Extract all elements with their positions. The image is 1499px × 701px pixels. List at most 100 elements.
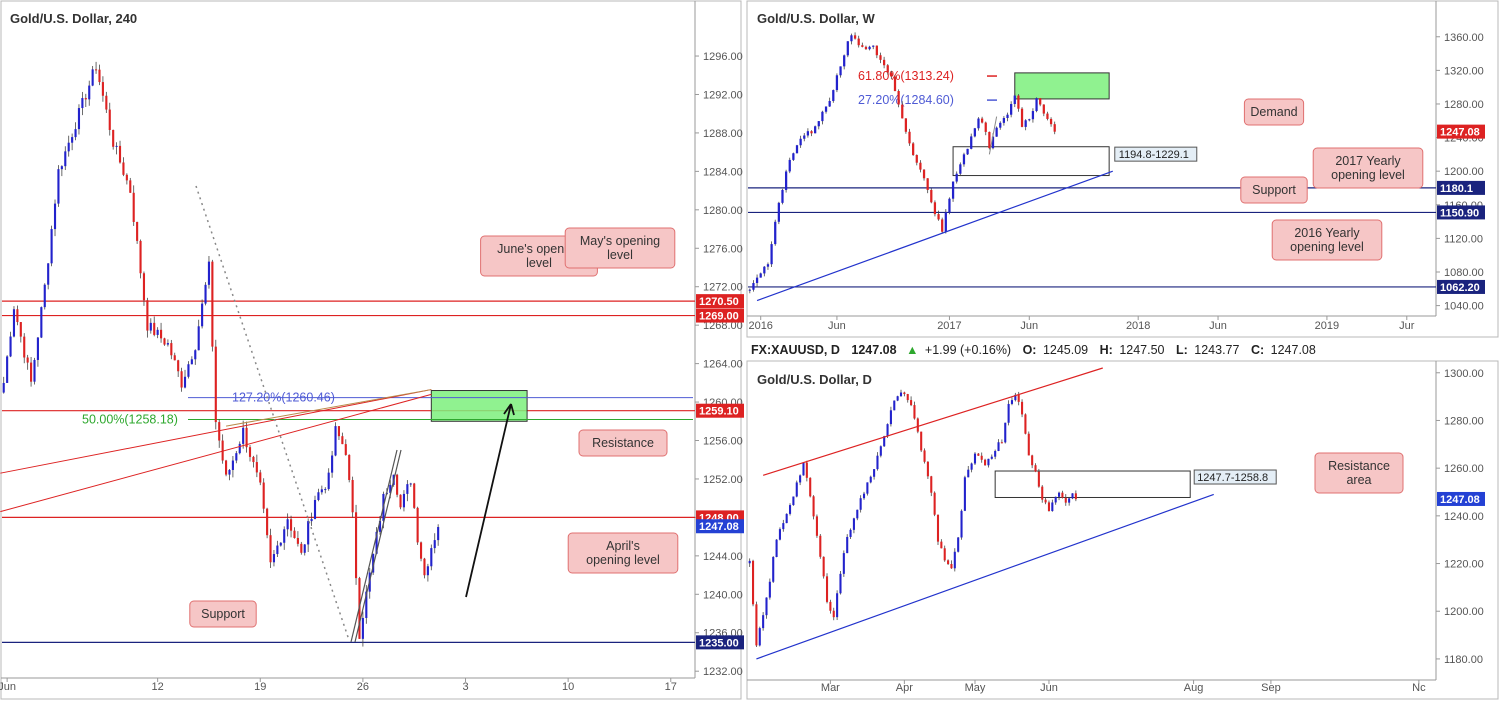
h4-candle (36, 337, 39, 360)
weekly-candle (806, 131, 810, 136)
h4-candle (64, 151, 67, 167)
h4-candle (307, 521, 310, 545)
weekly-level-label: 1150.90 (1440, 207, 1479, 219)
weekly-chart[interactable]: 1040.001080.001120.001160.001200.001240.… (748, 32, 1485, 332)
h4-candle (300, 543, 303, 553)
weekly-candle (872, 45, 875, 47)
weekly-candle (835, 75, 839, 91)
h4-candle (310, 518, 313, 522)
weekly-fib-label: 27.20%(1284.60) (858, 93, 954, 107)
daily-candle (973, 453, 977, 464)
daily-candle (916, 418, 919, 432)
daily-candle (788, 505, 792, 514)
daily-candle (1074, 493, 1077, 500)
weekly-demand-label: 1194.8-1229.1 (1119, 149, 1189, 161)
daily-candle (947, 560, 950, 565)
h4-current-price-badge (696, 519, 744, 534)
weekly-candle (999, 122, 1002, 128)
weekly-candle (944, 212, 947, 232)
daily-candle (772, 556, 775, 582)
daily-candle (1021, 401, 1024, 415)
h4-candle (153, 322, 156, 335)
h4-panel-frame (0, 0, 742, 700)
h4-candle (289, 519, 293, 531)
h4-candle (225, 460, 228, 475)
h4-level-badge (696, 403, 744, 418)
h4-x-tick-label: 17 (665, 681, 677, 693)
daily-candle (1017, 394, 1020, 402)
h4-candle (416, 507, 419, 543)
h4-candle (259, 472, 262, 483)
h4-candle (324, 489, 327, 491)
h4-y-tick-label: 1244.00 (703, 551, 743, 563)
weekly-x-tick-label: 2016 (748, 320, 772, 332)
h4-candle (378, 520, 382, 532)
daily-resistance-trendline (762, 367, 1103, 476)
h4-trendline-brown (225, 389, 432, 427)
h4-candle (348, 454, 351, 480)
h4-candle (231, 460, 234, 470)
weekly-candle (1006, 114, 1009, 119)
weekly-callout-box (1240, 176, 1308, 204)
h4-chart[interactable]: 1232.001236.001240.001244.001248.001252.… (0, 51, 744, 693)
daily-candle (997, 442, 1000, 451)
weekly-candle (850, 35, 853, 42)
daily-candle (1034, 465, 1037, 472)
low-label: L: (1176, 343, 1188, 357)
h4-candle (399, 494, 402, 508)
daily-candle (1027, 433, 1030, 456)
h4-candle (142, 273, 146, 301)
daily-x-tick-label: Jun (1040, 682, 1058, 694)
h4-candle (173, 355, 176, 361)
h4-candle (201, 303, 204, 327)
weekly-level-badge (1437, 205, 1485, 220)
weekly-candle (784, 171, 788, 190)
weekly-candle (904, 118, 908, 132)
weekly-candle (1039, 98, 1042, 105)
h4-candle (365, 591, 368, 618)
daily-candle (1004, 422, 1007, 443)
daily-candle (963, 477, 966, 511)
daily-candle (785, 513, 788, 524)
h4-candle (149, 322, 152, 331)
weekly-candle (763, 266, 766, 274)
daily-candle (994, 450, 997, 457)
h4-x-tick-label: 3 (462, 681, 468, 693)
weekly-candle (941, 219, 944, 232)
daily-y-tick-label: 1180.00 (1444, 654, 1483, 666)
h4-candle (146, 300, 149, 331)
h4-candle (228, 469, 231, 475)
daily-candle (839, 573, 842, 594)
h4-callout-label: Resistance (592, 436, 654, 450)
daily-candle (862, 493, 866, 499)
weekly-chart-title: Gold/U.S. Dollar, W (757, 11, 875, 26)
weekly-candle (828, 100, 831, 107)
weekly-candle (857, 38, 860, 46)
daily-candle (765, 597, 768, 616)
h4-x-tick-label: 19 (254, 681, 266, 693)
h4-candle (204, 284, 207, 304)
h4-candle (190, 359, 193, 365)
h4-x-tick-label: 10 (562, 681, 574, 693)
daily-candle (1068, 498, 1071, 503)
h4-candle (136, 221, 139, 241)
daily-candle (913, 405, 916, 419)
h4-candle (23, 336, 26, 358)
daily-candle (936, 514, 940, 542)
daily-candle (943, 548, 946, 561)
daily-candle (950, 564, 953, 569)
daily-chart[interactable]: 1180.00 1200.00 1220.00 1240.00 1260.00 1280.… (748, 367, 1485, 694)
weekly-y-tick-label: 1080.00 (1444, 267, 1484, 279)
daily-candle (903, 392, 906, 395)
daily-current-price-badge (1437, 491, 1485, 506)
h4-candle (437, 527, 440, 541)
daily-candle (987, 458, 990, 466)
h4-level-badge (696, 294, 744, 309)
h4-candle (320, 489, 323, 493)
h4-candle (317, 492, 320, 500)
h4-candle (242, 427, 245, 444)
weekly-candle (853, 35, 857, 39)
weekly-candle (1024, 120, 1027, 127)
h4-x-tick-label: Jun (0, 681, 16, 693)
h4-candle (252, 456, 255, 463)
